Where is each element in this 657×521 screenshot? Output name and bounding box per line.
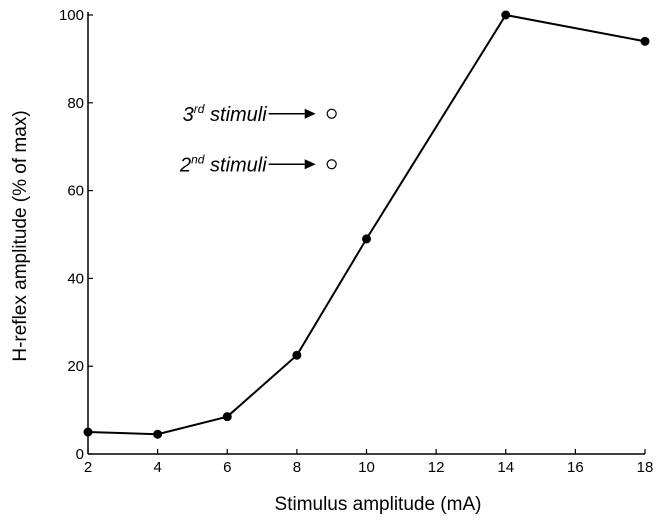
- annotation-ordinal: 3: [183, 104, 194, 126]
- stimulus-open-point: [326, 108, 337, 119]
- data-point: [292, 350, 302, 360]
- x-ticks: 2 4 6 8 10 12 14 16 18: [84, 449, 654, 476]
- stimulus-open-point: [326, 159, 337, 170]
- x-tick-label: 10: [358, 459, 375, 476]
- data-point: [640, 36, 650, 46]
- x-tick-label: 4: [153, 459, 161, 476]
- series-line: [87, 13, 646, 436]
- data-point: [501, 10, 511, 20]
- data-point: [153, 429, 163, 439]
- annotation-arrow-head: [304, 108, 316, 119]
- y-axis-title: H-reflex amplitude (% of max): [10, 110, 31, 361]
- annotation-label: 3rd stimuli: [183, 102, 268, 126]
- x-tick-label: 16: [567, 459, 584, 476]
- data-point: [222, 412, 232, 422]
- annotation-arrow-head: [304, 159, 316, 170]
- x-tick-label: 18: [637, 459, 654, 476]
- annotation-label: 2nd stimuli: [179, 152, 267, 176]
- annotation-ordinal-suffix: rd: [194, 102, 205, 116]
- annotation-ordinal-suffix: nd: [191, 152, 205, 166]
- x-tick-label: 8: [293, 459, 301, 476]
- x-tick-label: 2: [84, 459, 92, 476]
- y-tick-label: 20: [67, 358, 84, 375]
- x-tick-label: 12: [428, 459, 445, 476]
- y-tick-label: 40: [67, 270, 84, 287]
- x-tick-label: 14: [497, 459, 514, 476]
- annotation-text: stimuli: [204, 104, 267, 126]
- data-point: [83, 427, 93, 437]
- axes: [87, 12, 645, 455]
- annotation-ordinal: 2: [179, 154, 191, 176]
- y-tick-label: 80: [67, 95, 84, 112]
- y-tick-label: 60: [67, 183, 84, 200]
- x-axis-title: Stimulus amplitude (mA): [275, 494, 482, 515]
- y-tick-label: 0: [76, 446, 84, 463]
- x-tick-label: 6: [223, 459, 231, 476]
- series-layer: [83, 10, 650, 439]
- y-tick-label: 100: [59, 7, 84, 24]
- y-ticks: 0 20 40 60 80 100: [59, 7, 93, 463]
- annotation-text: stimuli: [204, 154, 267, 176]
- data-point: [362, 234, 371, 244]
